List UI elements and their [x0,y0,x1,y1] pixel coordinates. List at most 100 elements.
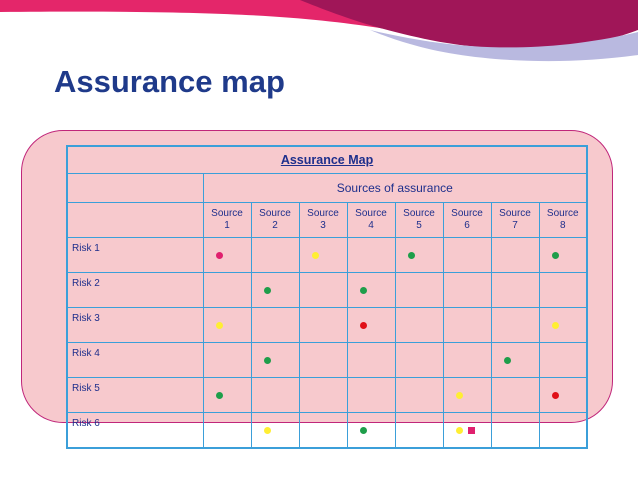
map-cell-risk5-source3 [298,377,348,413]
risk-label: Risk 2 [66,272,204,308]
source-header-line1: Source [355,208,387,219]
yellow-dot-marker [551,321,559,329]
source-header-line1: Source [451,208,483,219]
map-cell-risk2-source2 [250,272,300,308]
green-dot-marker [407,251,415,259]
source-header-7: Source 7 [490,202,540,238]
map-cell-risk3-source7 [490,307,540,343]
map-cell-risk5-source8 [538,377,588,413]
map-cell-risk4-source6 [442,342,492,378]
source-header-6: Source 6 [442,202,492,238]
magenta-square-marker [467,426,475,434]
source-header-line1: Source [307,208,339,219]
map-cell-risk1-source1 [202,237,252,273]
map-cell-risk3-source4 [346,307,396,343]
map-cell-risk4-source4 [346,342,396,378]
map-cell-risk4-source3 [298,342,348,378]
green-dot-marker [215,391,223,399]
map-cell-risk6-source7 [490,412,540,449]
map-cell-risk3-source2 [250,307,300,343]
green-dot-marker [503,356,511,364]
map-cell-risk6-source1 [202,412,252,449]
map-cell-risk4-source2 [250,342,300,378]
sources-group-header: Sources of assurance [202,173,588,203]
map-title: Assurance Map [66,145,588,174]
empty-header-cell [66,202,204,238]
source-header-line1: Source [546,208,579,219]
source-header-line2: 8 [559,220,566,231]
yellow-dot-marker [311,251,319,259]
risk-label: Risk 1 [66,237,204,273]
map-cell-risk5-source5 [394,377,444,413]
table-row: Risk 4 [66,342,588,378]
red-dot-marker [551,391,559,399]
map-cell-risk6-source5 [394,412,444,449]
map-cell-risk2-source1 [202,272,252,308]
risk-label: Risk 3 [66,307,204,343]
magenta-dot-marker [215,251,223,259]
assurance-map-table: Assurance Map Sources of assurance Sourc… [66,145,589,449]
source-header-line2: 7 [512,220,518,231]
yellow-dot-marker [263,426,271,434]
yellow-dot-marker [455,426,463,434]
red-dot-marker [359,321,367,329]
map-cell-risk3-source3 [298,307,348,343]
yellow-dot-marker [455,391,463,399]
map-cell-risk2-source5 [394,272,444,308]
map-cell-risk5-source4 [346,377,396,413]
source-header-1: Source 1 [202,202,252,238]
map-cell-risk6-source6 [442,412,492,449]
green-dot-marker [263,286,271,294]
map-cell-risk1-source8 [538,237,588,273]
map-cell-risk2-source4 [346,272,396,308]
map-cell-risk6-source4 [346,412,396,449]
map-cell-risk4-source5 [394,342,444,378]
map-cell-risk1-source5 [394,237,444,273]
source-header-line1: Source [259,208,291,219]
map-cell-risk5-source2 [250,377,300,413]
source-header-4: Source 4 [346,202,396,238]
slide-title: Assurance map [54,64,285,99]
green-dot-marker [551,251,559,259]
source-header-line1: Source [403,208,435,219]
risk-label: Risk 4 [66,342,204,378]
map-cell-risk3-source5 [394,307,444,343]
map-cell-risk5-source7 [490,377,540,413]
map-cell-risk3-source6 [442,307,492,343]
header-banner [0,0,638,62]
map-cell-risk2-source8 [538,272,588,308]
map-cell-risk3-source8 [538,307,588,343]
green-dot-marker [359,426,367,434]
table-row: Risk 3 [66,307,588,343]
map-cell-risk2-source6 [442,272,492,308]
map-cell-risk1-source6 [442,237,492,273]
source-header-line1: Source [211,208,243,219]
green-dot-marker [263,356,271,364]
table-row: Risk 6 [66,412,588,449]
source-header-2: Source 2 [250,202,300,238]
map-cell-risk4-source7 [490,342,540,378]
map-cell-risk2-source3 [298,272,348,308]
map-cell-risk1-source4 [346,237,396,273]
source-header-line2: 6 [464,220,470,231]
map-cell-risk1-source7 [490,237,540,273]
map-cell-risk6-source8 [538,412,588,449]
empty-header-cell [66,173,204,203]
source-header-line2: 3 [320,220,326,231]
yellow-dot-marker [215,321,223,329]
map-cell-risk1-source3 [298,237,348,273]
map-cell-risk1-source2 [250,237,300,273]
source-header-8: Source 8 [538,202,588,238]
map-cell-risk3-source1 [202,307,252,343]
risk-label: Risk 6 [66,412,204,449]
source-header-3: Source 3 [298,202,348,238]
map-cell-risk4-source1 [202,342,252,378]
map-cell-risk6-source2 [250,412,300,449]
risk-label: Risk 5 [66,377,204,413]
map-cell-risk5-source6 [442,377,492,413]
source-header-line2: 5 [416,220,422,231]
source-header-line1: Source [499,208,531,219]
table-row: Risk 5 [66,377,588,413]
map-cell-risk2-source7 [490,272,540,308]
table-row: Risk 2 [66,272,588,308]
